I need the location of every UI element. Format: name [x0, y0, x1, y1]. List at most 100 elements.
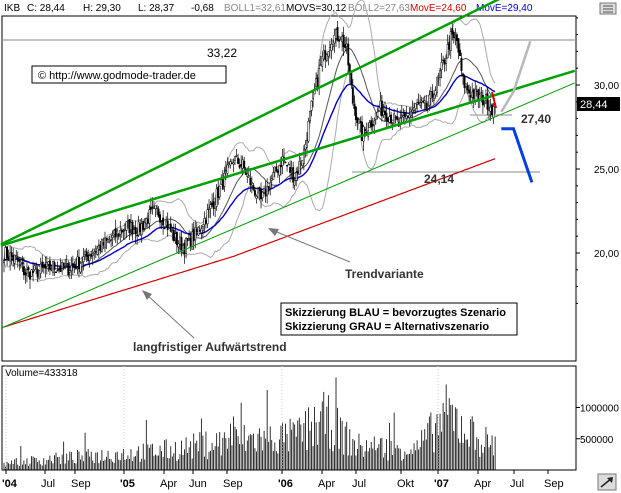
candle-body: [215, 188, 218, 207]
candle-body: [325, 54, 328, 61]
menu-icon[interactable]: [599, 2, 617, 15]
candle-body: [10, 252, 13, 257]
moving-average-red: [3, 158, 496, 328]
candle-body: [223, 173, 226, 187]
candle-body: [33, 265, 36, 270]
copyright-box[interactable]: © http://www.godmode-trader.de: [31, 65, 227, 84]
candle-body: [186, 238, 189, 242]
candle-body: [38, 270, 41, 280]
candle-body: [148, 209, 151, 224]
candle-body: [475, 90, 478, 93]
candle-body: [27, 267, 30, 270]
candle-body: [319, 64, 322, 66]
x-tick-label: Apr: [318, 478, 335, 490]
candle-body: [139, 223, 142, 233]
candle-body: [437, 75, 440, 77]
candle-body: [332, 44, 334, 47]
candle-body: [279, 164, 282, 168]
candle-body: [258, 187, 261, 192]
x-tick-label: '04: [2, 478, 18, 490]
candle-body: [12, 255, 15, 261]
candle-body: [382, 111, 385, 116]
candle-body: [180, 237, 183, 251]
legend-box: Skizzierung BLAU = bevorzugtes Szenario …: [280, 302, 518, 336]
legend-gray-text: Skizzierung GRAU = Alternativszenario: [285, 321, 489, 333]
candle-body: [324, 50, 327, 60]
candle-body: [423, 100, 426, 104]
candle-body: [217, 186, 220, 198]
candle-body: [266, 186, 269, 196]
candle-body: [212, 201, 215, 209]
x-tick-label: '05: [120, 478, 135, 490]
y-axis: 30,00 25,00 20,00: [576, 17, 619, 304]
candle-body: [58, 268, 61, 271]
candle-body: [24, 272, 27, 276]
candle-body: [261, 191, 264, 198]
candle-body: [356, 117, 359, 123]
copyright-text[interactable]: © http://www.godmode-trader.de: [38, 70, 196, 82]
candle-body: [105, 238, 108, 241]
candle-body: [345, 43, 348, 47]
candle-body: [408, 114, 411, 118]
x-tick-label: Okt: [397, 478, 414, 490]
candle-body: [237, 157, 240, 165]
candle-body: [298, 161, 301, 175]
candle-body: [338, 40, 341, 42]
candle-body: [335, 29, 337, 39]
candle-body: [50, 269, 53, 271]
candle-body: [305, 140, 308, 148]
candle-body: [32, 270, 35, 273]
candle-body: [413, 107, 415, 111]
candle-body: [70, 265, 73, 271]
candle-body: [247, 175, 250, 178]
candle-body: [64, 266, 67, 268]
candle-body: [163, 227, 166, 230]
candle-body: [432, 97, 435, 101]
header-close: C: 28,44: [27, 3, 65, 14]
candle-body: [168, 224, 171, 228]
candle-body: [339, 38, 342, 41]
candle-body: [160, 220, 163, 222]
candle-body: [310, 100, 313, 111]
volume-axis: 1000000 500000: [576, 404, 619, 446]
low-value-label: 24,14: [424, 172, 454, 186]
candle-body: [114, 228, 117, 238]
long-trend-label: langfristiger Aufwärtstrend: [133, 340, 287, 354]
header-change: -0,68: [191, 3, 214, 14]
candle-body: [3, 260, 5, 264]
candle-body: [394, 116, 397, 119]
x-tick-label: Sep: [223, 478, 243, 490]
candle-body: [301, 160, 304, 167]
candle-body: [36, 269, 39, 278]
trendlines: [0, 0, 576, 329]
candle-body: [436, 77, 438, 93]
candle-body: [185, 238, 188, 254]
candle-body: [47, 261, 50, 265]
candle-body: [318, 68, 321, 88]
candle-body: [443, 59, 446, 65]
candle-body: [474, 88, 477, 102]
candle-body: [107, 239, 109, 243]
candle-body: [7, 257, 10, 261]
arrow-trendvariante: [268, 228, 351, 263]
candle-body: [296, 171, 299, 174]
candle-body: [231, 162, 233, 164]
candle-body: [286, 165, 289, 167]
x-tick-label: '06: [278, 478, 293, 490]
candle-body: [328, 47, 331, 51]
candle-body: [390, 114, 393, 124]
candle-body: [359, 121, 362, 123]
candle-body: [30, 269, 33, 277]
candle-body: [90, 253, 93, 257]
candle-body: [152, 206, 155, 210]
candle-body: [29, 271, 31, 280]
volume-tick-label: 1000000: [580, 404, 619, 415]
candle-body: [165, 220, 168, 226]
corner-navigate-icon[interactable]: [597, 473, 617, 491]
candle-body: [416, 102, 419, 105]
candle-body: [440, 62, 443, 70]
candle-body: [88, 255, 91, 261]
y-tick-label: 25,00: [594, 165, 619, 176]
candle-body: [104, 237, 106, 249]
